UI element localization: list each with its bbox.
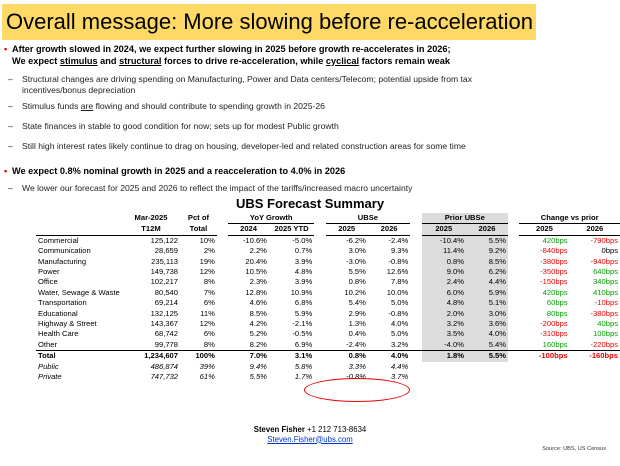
bullet-dot: • [4, 166, 8, 176]
table-row: Total 1,234,607 100% 7.0% 3.1% 0.8% 4.0% 1.8% 5.… [36, 350, 620, 362]
table-row: Educational 132,125 11% 8.5% 5.9% 2.9% -0.8% 2.… [38, 308, 618, 320]
sub-bullet-lower-forecast: – We lower our forecast for 2025 and 2026… [8, 183, 413, 193]
footer-contact: Steven Fisher +1 212 713-8634 Steven.Fis… [0, 425, 620, 444]
author-phone: +1 212 713-8634 [304, 425, 367, 434]
header-change-vs-prior: Change vs prior [519, 213, 620, 225]
header-yoy-growth: YoY Growth [228, 213, 315, 225]
table-row: Communication 28,659 2% 2.2% 0.7% 3.0% 9.3% 11.… [38, 246, 618, 257]
table-row: Commercial 125,122 10% -10.6% -5.0% -6.2% -2.4… [38, 235, 618, 247]
sub-bullet-state: – State finances in stable to good condit… [8, 121, 339, 131]
bullet-1-line2: We expect stimulus and structural forces… [12, 55, 451, 66]
header-prior-ubse: Prior UBSe [421, 213, 508, 225]
table-row: Manufacturing 235,113 19% 20.4% 3.9% -3.0% -0.… [38, 256, 618, 268]
forecast-table: Mar-2025 Pct of YoY Growth UBSe Prior UB… [36, 213, 620, 382]
author-name: Steven Fisher [253, 425, 305, 434]
bullet-1: • After growth slowed in 2024, we expect… [4, 44, 451, 67]
sub-bullet-structural: – Structural changes are driving spendin… [8, 74, 472, 95]
table-row: Highway & Street 143,367 12% 4.2% -2.1% 1.3% 4… [38, 319, 618, 330]
table-row: Office 102,217 8% 2.3% 3.9% 0.8% 7.8% 2.4% 4.4% -… [38, 277, 618, 288]
bullet-2: • We expect 0.8% nominal growth in 2025 … [4, 166, 346, 176]
table-row: Other 99,778 8% 8.2% 6.9% -2.4% 3.2% -4.0% 5.4% 1… [38, 339, 618, 351]
table-row: Private 747,732 61% 5.5% 1.7% -0.8% 3.7% [38, 372, 409, 382]
table-row: Power 149,738 12% 10.5% 4.8% 5.5% 12.6% 9.0% 6.2… [38, 267, 618, 278]
header-pct-of: Pct of [187, 213, 209, 223]
table-title: UBS Forecast Summary [235, 196, 385, 211]
header-ubse: UBSe [325, 213, 411, 225]
table-row: Health Care 68,742 6% 5.2% -0.5% 0.4% 5.0% 3.5%… [38, 329, 618, 340]
table-row: Public 486,874 39% 9.4% 5.8% 3.3% 4.4% [38, 361, 409, 371]
sub-bullet-stimulus: – Stimulus funds are flowing and should c… [8, 101, 325, 111]
bullet-1-line1: After growth slowed in 2024, we expect f… [12, 44, 451, 54]
sub-bullet-rates: – Still high interest rates likely contin… [8, 141, 466, 151]
header-mar-2025: Mar-2025 [134, 213, 168, 223]
source-note: Source: UBS, US Census [542, 446, 606, 452]
bullet-dot: • [4, 44, 8, 54]
slide-title: Overall message: More slowing before re-… [2, 4, 536, 40]
table-row: Water, Sewage & Waste 80,540 7% 12.8% 10.9% 1… [38, 287, 618, 299]
author-email[interactable]: Steven.Fisher@ubs.com [267, 434, 353, 444]
table-row: Transportation 69,214 6% 4.6% 6.8% 5.4% 5.0% 4.… [38, 298, 618, 309]
highlight-oval [304, 378, 410, 402]
